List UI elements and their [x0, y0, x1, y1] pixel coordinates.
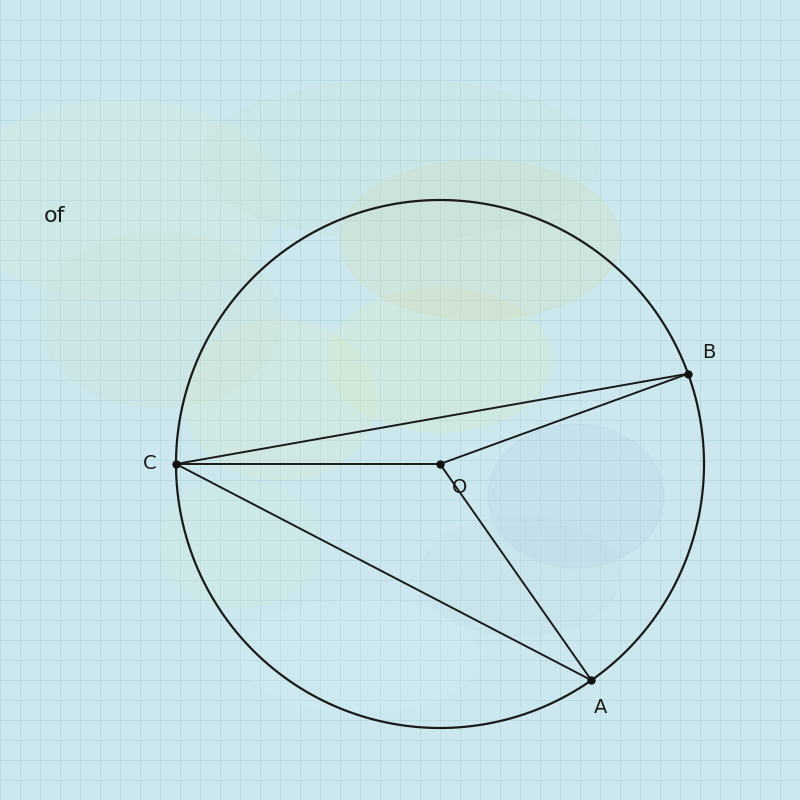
Text: C: C — [142, 454, 156, 474]
Ellipse shape — [340, 160, 620, 320]
Text: of: of — [44, 206, 66, 226]
Text: O: O — [452, 478, 467, 498]
Text: A: A — [594, 698, 608, 717]
Text: B: B — [702, 342, 716, 362]
Ellipse shape — [200, 80, 600, 240]
Ellipse shape — [0, 100, 280, 300]
Ellipse shape — [184, 320, 376, 480]
Ellipse shape — [420, 516, 620, 636]
Ellipse shape — [40, 232, 280, 408]
Ellipse shape — [328, 288, 552, 432]
Ellipse shape — [160, 480, 320, 608]
Ellipse shape — [240, 600, 480, 712]
Ellipse shape — [488, 424, 664, 568]
